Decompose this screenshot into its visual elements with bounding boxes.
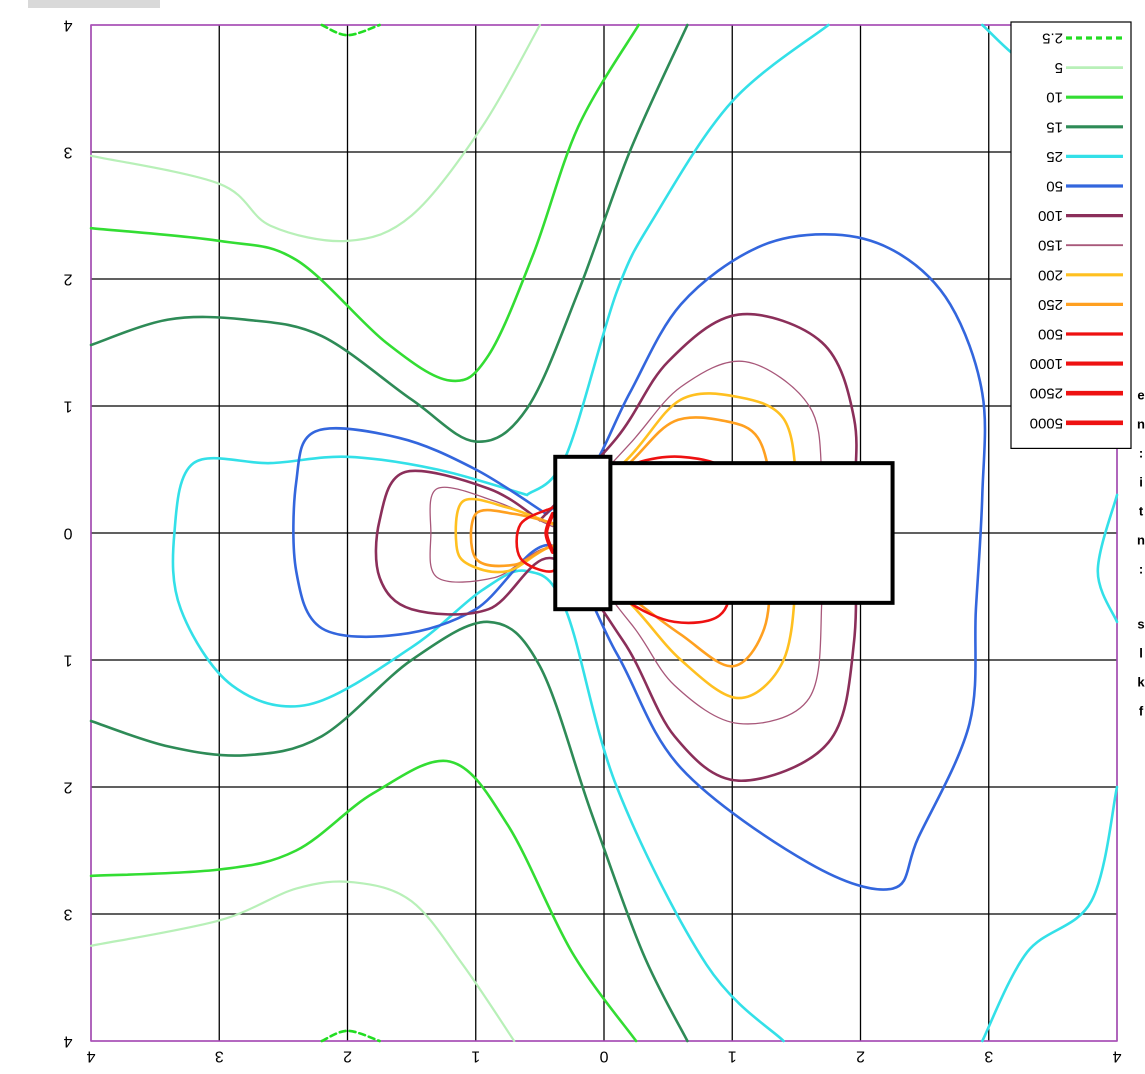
contour-line-5 (89, 23, 541, 243)
structure-rect-1 (553, 454, 613, 612)
contour-line-10 (89, 23, 640, 383)
cut-char: l (1139, 646, 1143, 661)
legend-label-100: 100 (1038, 207, 1063, 224)
cut-char: n (1137, 417, 1145, 432)
cut-char: : (1139, 562, 1143, 577)
contour-line-25 (1096, 493, 1119, 624)
legend-label-2.5: 2.5 (1042, 30, 1063, 47)
y-tick-label: 4 (63, 17, 72, 34)
cut-char: : (1139, 446, 1143, 461)
contour-line-100 (374, 312, 858, 783)
cut-char: f (1139, 704, 1144, 719)
legend-label-200: 200 (1038, 266, 1063, 283)
y-tick-label: 3 (63, 144, 72, 161)
legend-label-250: 250 (1038, 296, 1063, 313)
legend-label-50: 50 (1046, 178, 1063, 195)
x-tick-label: 4 (1112, 1048, 1121, 1065)
x-tick-label: 2 (343, 1048, 352, 1065)
contour-line-50 (292, 233, 987, 891)
legend-label-5000: 5000 (1030, 414, 1063, 431)
structure-rect-2 (608, 461, 895, 605)
legend-label-1000: 1000 (1030, 355, 1063, 372)
plot-frame (90, 24, 1118, 1042)
cut-char: t (1139, 504, 1144, 519)
y-tick-label: 1 (63, 398, 72, 415)
legend-box (1010, 21, 1132, 449)
contour-line-25 (981, 785, 1119, 1043)
legend-label-25: 25 (1046, 148, 1063, 165)
x-tick-label: 3 (984, 1048, 993, 1065)
cut-char: e (1137, 388, 1144, 403)
contour-line-2500 (544, 511, 555, 554)
y-tick-label: 4 (63, 1033, 72, 1050)
y-tick-label: 3 (63, 906, 72, 923)
legend-label-500: 500 (1038, 326, 1063, 343)
structure-outline (553, 454, 895, 612)
contour-line-200 (454, 392, 800, 700)
contour-line-2.5 (320, 1029, 381, 1043)
x-tick-label: 3 (215, 1048, 224, 1065)
y-tick-label: 1 (63, 652, 72, 669)
contour-line-15 (89, 620, 689, 1043)
contour-line-150 (429, 360, 825, 725)
contour-line-250 (469, 416, 774, 668)
cut-char: n (1137, 533, 1145, 548)
x-tick-label: 1 (728, 1048, 737, 1065)
contour-line-15 (89, 23, 689, 443)
x-tick-label: 4 (86, 1048, 95, 1065)
x-tick-label: 0 (599, 1048, 608, 1065)
y-tick-label: 0 (63, 525, 72, 542)
contour-line-10 (89, 759, 638, 1043)
top-left-tab-mark (28, 0, 160, 8)
cut-char: s (1137, 617, 1144, 632)
legend-label-2500: 2500 (1030, 385, 1063, 402)
cut-char: k (1137, 675, 1145, 690)
y-tick-label: 2 (63, 271, 72, 288)
x-tick-label: 2 (856, 1048, 865, 1065)
legend-label-15: 15 (1046, 118, 1063, 135)
contour-layer (89, 23, 1119, 1043)
legend: 2.5 5 10 15 25 50 100 150 200 250 500 1000 2500 5000 (1010, 21, 1132, 449)
x-tick-label: 1 (471, 1048, 480, 1065)
cut-char: i (1139, 475, 1143, 490)
legend-label-10: 10 (1046, 89, 1063, 106)
contour-line-2.5 (320, 23, 381, 37)
legend-label-150: 150 (1038, 237, 1063, 254)
legend-label-5: 5 (1055, 59, 1063, 76)
y-tick-label: 2 (63, 779, 72, 796)
contour-line-5 (89, 880, 516, 1043)
